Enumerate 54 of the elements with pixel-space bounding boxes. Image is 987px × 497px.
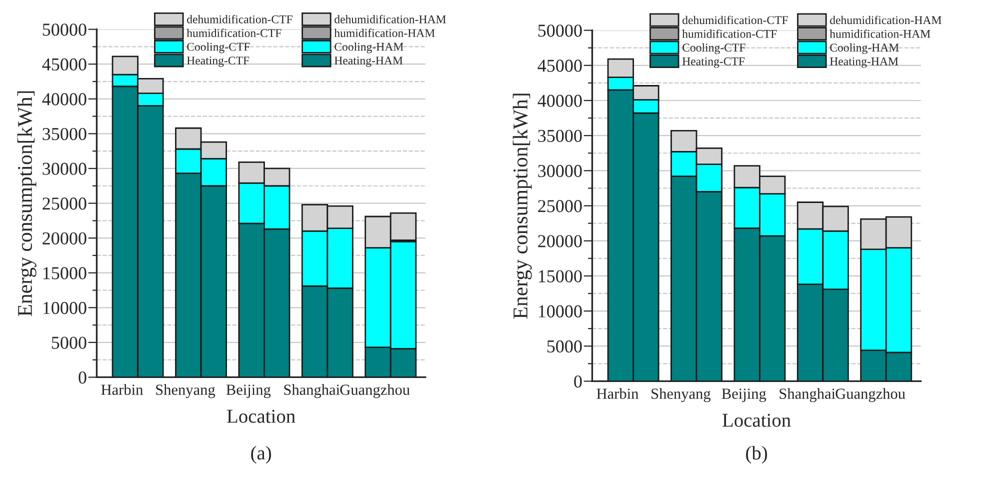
y-tick-label: 0	[78, 371, 86, 384]
y-tick-label: 40000	[538, 94, 582, 107]
x-axis-title: Location	[722, 414, 791, 427]
y-tick-label: 10000	[538, 305, 582, 318]
legend-label: humidification-HAM	[830, 29, 930, 38]
legend-label: humidification-CTF	[682, 29, 777, 38]
legend-label: Cooling-CTF	[187, 42, 250, 54]
y-tick-label: 20000	[42, 232, 86, 245]
x-tick-label: Beijing	[226, 384, 271, 398]
x-tick-label: Shanghai	[284, 384, 340, 398]
y-tick-label: 15000	[538, 270, 582, 282]
legend-label: Cooling-HAM	[830, 43, 899, 54]
x-tick-label: Shenyang	[156, 384, 216, 398]
y-tick-label: 45000	[42, 58, 86, 71]
legend-label: Heating-CTF	[682, 57, 745, 68]
y-tick-label: 15000	[43, 267, 86, 280]
x-axis-title: Location	[227, 410, 296, 423]
y-tick-label: 35000	[42, 128, 86, 140]
legend-label: Heating-CTF	[186, 56, 250, 67]
y-tick-label: 30000	[538, 164, 582, 178]
x-tick-label: Shanghai	[780, 388, 836, 402]
y-axis-title: Energy consumption[kWh]	[512, 94, 532, 319]
y-tick-label: 10000	[43, 302, 86, 314]
x-tick-label: Shenyang	[652, 388, 711, 402]
y-tick-label: 5000	[52, 336, 86, 349]
legend-label: dehumidification-CTF	[187, 14, 292, 24]
y-tick-label: 0	[574, 375, 582, 388]
legend-label: Cooling-HAM	[334, 42, 404, 54]
legend-label: Heating-HAM	[830, 57, 898, 68]
y-tick-label: 45000	[538, 60, 582, 72]
y-axis-title: Energy consumption[kWh]	[17, 91, 36, 316]
text: (b)	[746, 446, 768, 464]
y-tick-label: 40000	[42, 93, 86, 106]
legend-label: humidification-HAM	[334, 28, 435, 38]
legend-label: dehumidification-HAM	[830, 16, 942, 24]
y-tick-label: 5000	[547, 340, 582, 353]
x-tick-label: Guangzhou	[340, 384, 410, 398]
x-tick-label: Harbin	[596, 388, 638, 399]
x-tick-label: Beijing	[722, 388, 766, 402]
y-tick-label: 25000	[42, 198, 86, 210]
x-tick-label: Harbin	[101, 384, 143, 395]
legend-label: humidification-CTF	[186, 28, 282, 38]
y-tick-label: 30000	[42, 162, 86, 175]
y-tick-label: 20000	[538, 235, 582, 248]
legend-label: dehumidification-HAM	[334, 14, 446, 24]
y-tick-label: 35000	[538, 130, 582, 142]
legend-label: Heating-HAM	[334, 56, 403, 67]
y-tick-label: 25000	[538, 200, 582, 212]
y-tick-label: 50000	[42, 24, 86, 36]
x-tick-label: Guangzhou	[836, 388, 906, 402]
text: (a)	[251, 446, 271, 464]
legend-label: dehumidification-CTF	[682, 16, 788, 24]
y-tick-label: 50000	[538, 24, 582, 37]
legend-label: Cooling-CTF	[682, 43, 746, 54]
